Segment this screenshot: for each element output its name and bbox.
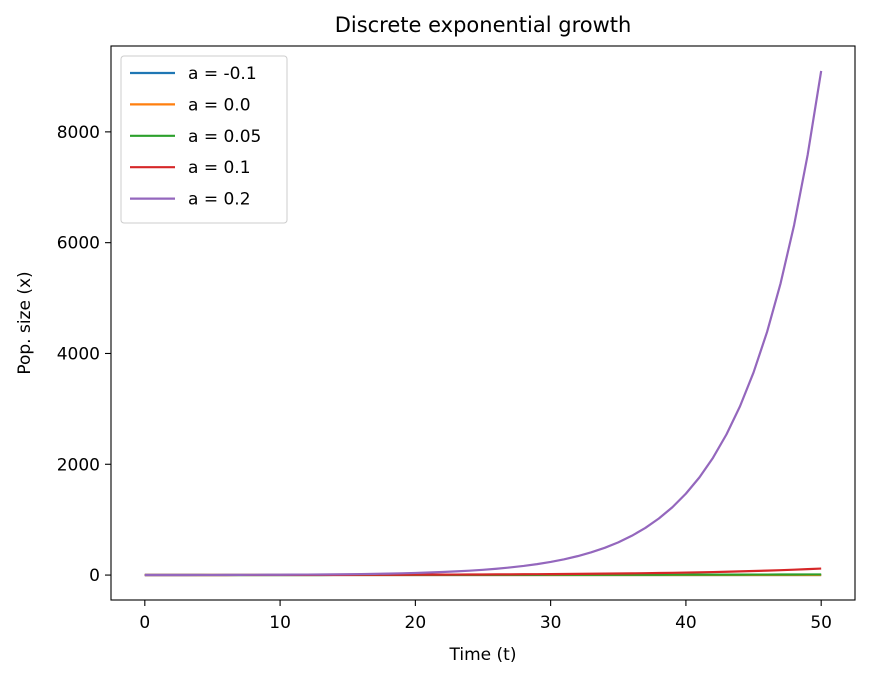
x-tick-label-2: 20 — [405, 613, 427, 633]
y-tick-label-0: 0 — [89, 566, 100, 586]
y-tick-label-3: 6000 — [57, 234, 100, 254]
legend-label-1: a = 0.0 — [188, 95, 251, 115]
x-tick-label-1: 10 — [269, 613, 291, 633]
y-tick-label-2: 4000 — [57, 344, 100, 364]
plot-area — [144, 70, 823, 577]
series-line-4 — [144, 70, 823, 577]
y-tick-label-1: 2000 — [57, 455, 100, 475]
y-tick-label-4: 8000 — [57, 123, 100, 143]
x-tick-label-0: 0 — [139, 613, 150, 633]
x-tick-label-4: 40 — [675, 613, 697, 633]
y-axis-label: Pop. size (x) — [15, 271, 35, 374]
legend-label-3: a = 0.1 — [188, 158, 251, 178]
legend: a = -0.1 a = 0.0 a = 0.05 a = 0.1 a = 0.2 — [120, 55, 288, 224]
axes: 0 10 20 30 40 50 0 2000 4000 6000 8000 — [57, 45, 856, 633]
legend-label-4: a = 0.2 — [188, 190, 251, 210]
legend-label-0: a = -0.1 — [188, 64, 257, 84]
x-axis-label: Time (t) — [449, 645, 517, 665]
x-tick-label-5: 50 — [810, 613, 832, 633]
x-tick-label-3: 30 — [540, 613, 562, 633]
chart-title: Discrete exponential growth — [335, 13, 632, 37]
legend-box — [120, 55, 288, 224]
legend-label-2: a = 0.05 — [188, 127, 261, 147]
plot-frame — [110, 45, 856, 601]
